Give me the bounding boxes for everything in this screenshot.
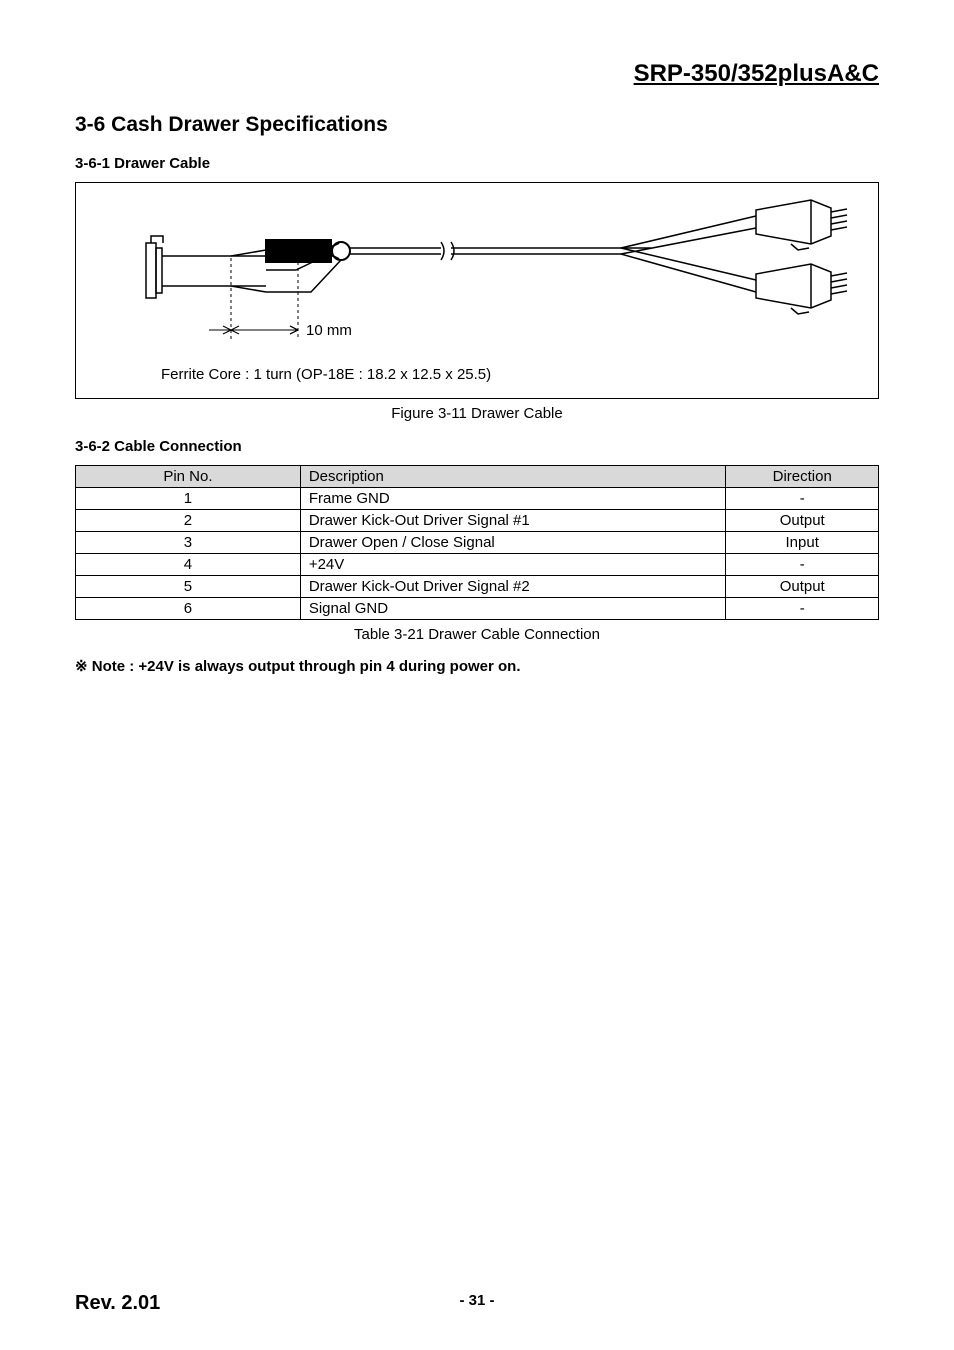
- page-title: SRP-350/352plusA&C: [75, 60, 879, 88]
- figure-box: 10 mm Ferrite Core : 1 turn (OP-18E : 18…: [75, 182, 879, 399]
- th-dir: Direction: [726, 466, 879, 488]
- table-row: 1 Frame GND -: [76, 488, 879, 510]
- cell-pin: 5: [76, 576, 301, 598]
- cell-dir: Output: [726, 576, 879, 598]
- cell-pin: 2: [76, 510, 301, 532]
- note-text: ※ Note : +24V is always output through p…: [75, 657, 879, 675]
- dim-label: 10 mm: [306, 322, 352, 339]
- cable-connection-table: Pin No. Description Direction 1 Frame GN…: [75, 465, 879, 620]
- cell-pin: 6: [76, 598, 301, 620]
- subsection-2-heading: 3-6-2 Cable Connection: [75, 438, 879, 455]
- th-pin: Pin No.: [76, 466, 301, 488]
- drawer-cable-diagram: 10 mm: [91, 198, 861, 358]
- subsection-1-heading: 3-6-1 Drawer Cable: [75, 155, 879, 172]
- table-row: 6 Signal GND -: [76, 598, 879, 620]
- table-row: 2 Drawer Kick-Out Driver Signal #1 Outpu…: [76, 510, 879, 532]
- cell-desc: Drawer Open / Close Signal: [300, 532, 726, 554]
- ferrite-caption: Ferrite Core : 1 turn (OP-18E : 18.2 x 1…: [161, 366, 863, 383]
- table-caption: Table 3-21 Drawer Cable Connection: [75, 626, 879, 643]
- cell-dir: -: [726, 488, 879, 510]
- cell-dir: -: [726, 554, 879, 576]
- section-heading: 3-6 Cash Drawer Specifications: [75, 113, 879, 137]
- table-row: 3 Drawer Open / Close Signal Input: [76, 532, 879, 554]
- figure-caption: Figure 3-11 Drawer Cable: [75, 405, 879, 422]
- revision-label: Rev. 2.01: [75, 1292, 160, 1315]
- cell-desc: Drawer Kick-Out Driver Signal #1: [300, 510, 726, 532]
- cell-desc: Drawer Kick-Out Driver Signal #2: [300, 576, 726, 598]
- cell-desc: +24V: [300, 554, 726, 576]
- cell-dir: Input: [726, 532, 879, 554]
- cell-dir: Output: [726, 510, 879, 532]
- cell-pin: 3: [76, 532, 301, 554]
- cell-pin: 1: [76, 488, 301, 510]
- cell-dir: -: [726, 598, 879, 620]
- page-number: - 31 -: [459, 1292, 494, 1309]
- cell-desc: Signal GND: [300, 598, 726, 620]
- table-row: 5 Drawer Kick-Out Driver Signal #2 Outpu…: [76, 576, 879, 598]
- table-row: 4 +24V -: [76, 554, 879, 576]
- th-desc: Description: [300, 466, 726, 488]
- cell-pin: 4: [76, 554, 301, 576]
- cell-desc: Frame GND: [300, 488, 726, 510]
